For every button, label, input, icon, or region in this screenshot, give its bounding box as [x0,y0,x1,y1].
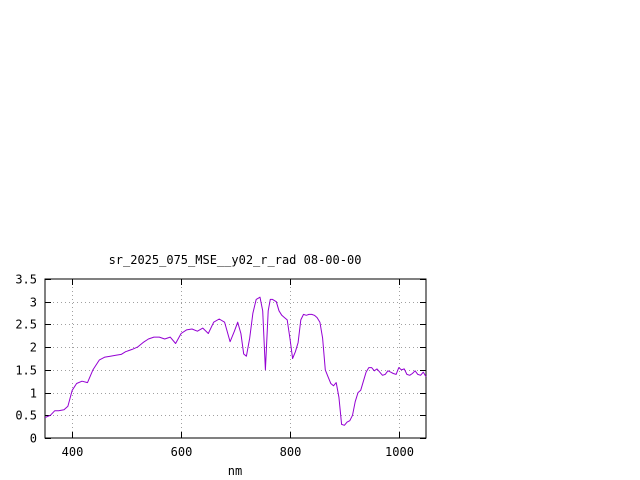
x-tick-label: 800 [280,445,302,459]
y-tick-label: 3 [30,296,37,310]
chart-title: sr_2025_075_MSE__y02_r_rad 08-00-00 [109,253,362,267]
x-tick-label: 400 [62,445,84,459]
y-tick-label: 0 [30,432,37,446]
y-tick-label: 0.5 [15,409,37,423]
y-tick-label: 2 [30,341,37,355]
x-tick-label: 1000 [385,445,414,459]
series-line [44,296,427,426]
y-tick-label: 2.5 [15,318,37,332]
tick-labels: 400 600 800 1000 0 0.5 1 1.5 2 2.5 3 3.5 [15,273,414,460]
plot-frame [44,278,427,439]
x-tick-label: 600 [171,445,193,459]
series-layer [44,296,427,426]
grid-lines [45,279,426,438]
x-axis-label: nm [228,464,242,478]
y-tick-label: 1.5 [15,364,37,378]
y-tick-label: 1 [30,387,37,401]
y-tick-label: 3.5 [15,273,37,287]
